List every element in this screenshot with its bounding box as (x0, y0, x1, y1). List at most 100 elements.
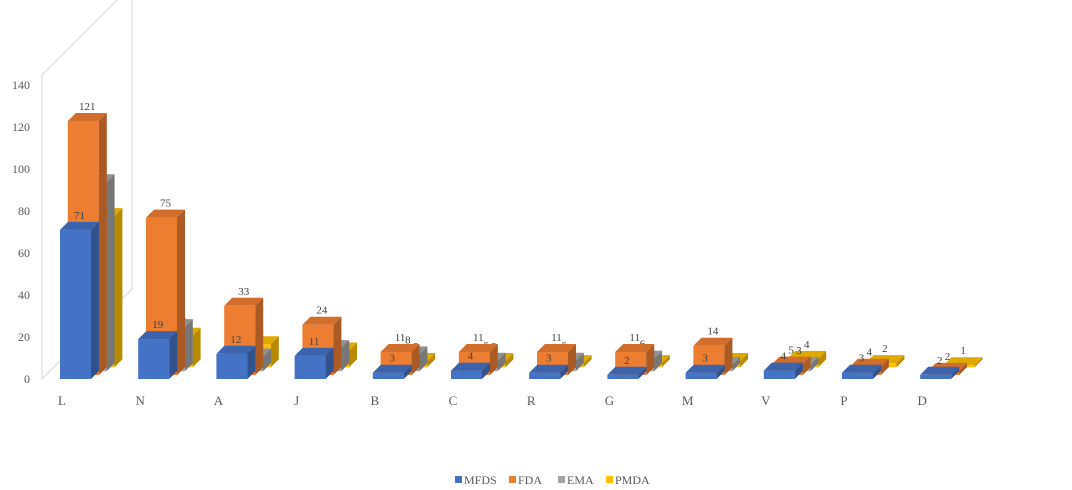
data-label: 3 (702, 353, 708, 365)
bar-top-mfds (372, 364, 412, 373)
bar-side-ema (575, 352, 584, 372)
bar-side-ema (419, 346, 428, 372)
bar-top-mfds (216, 345, 256, 354)
bar-side-ema (810, 356, 819, 372)
x-category-label: B (370, 393, 379, 408)
bar-top-fda (146, 209, 185, 218)
bar-top-fda (380, 344, 420, 352)
bar-top-fda (67, 113, 107, 121)
bar-side-fda (959, 362, 967, 376)
bar-side-fda (880, 358, 889, 376)
data-label: 24 (316, 305, 328, 317)
bar-side-ema (106, 174, 115, 372)
data-label: 4 (781, 351, 787, 363)
bar-mfds (842, 372, 873, 379)
bar-mfds (451, 370, 482, 379)
legend-swatch-pmda (606, 476, 613, 483)
data-label: 121 (79, 101, 96, 113)
bar-side-pmda (349, 342, 357, 368)
bar-side-pmda (583, 355, 592, 368)
bar-side-mfds (794, 362, 803, 379)
x-category-label: J (294, 393, 299, 408)
y-tick-label: 0 (24, 372, 30, 386)
bar-mfds (138, 339, 170, 379)
bar-top-fda (224, 297, 264, 306)
bar-side-pmda (192, 327, 201, 368)
bar-side-mfds (169, 331, 178, 379)
x-category-label: V (761, 393, 771, 408)
x-category-label: M (682, 393, 694, 408)
bar-top-fda (458, 344, 498, 352)
bar-top-mfds (920, 366, 960, 375)
bar-top-fda (302, 316, 342, 325)
bar-side-mfds (482, 362, 490, 379)
bar-side-fda (255, 297, 264, 376)
bar-side-fda (646, 344, 655, 376)
bar-side-pmda (505, 353, 514, 368)
bar-mfds (60, 229, 91, 379)
bar-side-pmda (114, 208, 123, 368)
y-tick-label: 60 (18, 246, 30, 260)
bar-top-mfds (607, 366, 647, 375)
legend-swatch-ema (558, 476, 565, 483)
bar-side-fda (568, 344, 576, 376)
y-tick-label: 20 (18, 330, 30, 344)
bar-side-pmda (818, 350, 827, 368)
bar-mfds (216, 353, 248, 379)
bar-mfds (607, 374, 639, 379)
data-label: 2 (882, 343, 888, 355)
bar-side-fda (802, 356, 811, 376)
bar-side-ema (263, 348, 271, 372)
bar-side-fda (333, 316, 342, 376)
y-tick-label: 120 (12, 120, 30, 134)
bar-top-mfds (451, 362, 490, 371)
bar-side-mfds (403, 364, 412, 379)
data-label: 33 (238, 286, 250, 298)
data-label: 2 (937, 355, 943, 367)
bar-side-fda (489, 344, 498, 376)
bar-top-mfds (763, 362, 803, 371)
bar-side-fda (411, 344, 420, 376)
bar-mfds (372, 372, 404, 379)
bar-side-mfds (951, 366, 960, 379)
bar-side-fda (177, 209, 185, 376)
bar-side-mfds (325, 347, 334, 379)
bar-side-mfds (638, 366, 647, 379)
data-label: 8 (405, 334, 411, 346)
bar-side-ema (732, 356, 741, 372)
data-label: 71 (74, 210, 85, 222)
bar-side-pmda (740, 353, 748, 368)
bar-side-mfds (247, 345, 256, 379)
bar-top-mfds (138, 331, 178, 340)
bar-side-ema (497, 352, 506, 372)
data-label: 4 (468, 351, 474, 363)
legend-label: PMDA (615, 473, 650, 487)
x-category-label: L (58, 393, 66, 408)
legend-swatch-fda (509, 476, 516, 483)
legend-swatch-mfds (455, 476, 462, 483)
x-category-label: G (605, 393, 614, 408)
data-label: 14 (707, 326, 719, 338)
bar-side-pmda (661, 355, 670, 368)
bar-side-fda (724, 337, 733, 376)
data-label: 11 (473, 332, 484, 344)
bar-side-ema (654, 350, 662, 372)
bar-mfds (294, 355, 326, 379)
x-category-label: D (918, 393, 927, 408)
data-label: 11 (551, 332, 562, 344)
y-tick-label: 100 (12, 162, 30, 176)
bar-top-mfds (294, 347, 334, 356)
bar-side-mfds (716, 364, 725, 379)
bar-top-mfds (842, 364, 881, 373)
bar-top-mfds (529, 364, 569, 373)
data-label: 4 (867, 347, 873, 359)
data-label: 3 (796, 345, 802, 357)
y-tick-label: 80 (18, 204, 30, 218)
legend-label: MFDS (464, 473, 497, 487)
bar-side-pmda (974, 357, 983, 368)
legend-label: EMA (567, 473, 594, 487)
bar-mfds (529, 372, 561, 379)
legend-label: FDA (518, 473, 542, 487)
